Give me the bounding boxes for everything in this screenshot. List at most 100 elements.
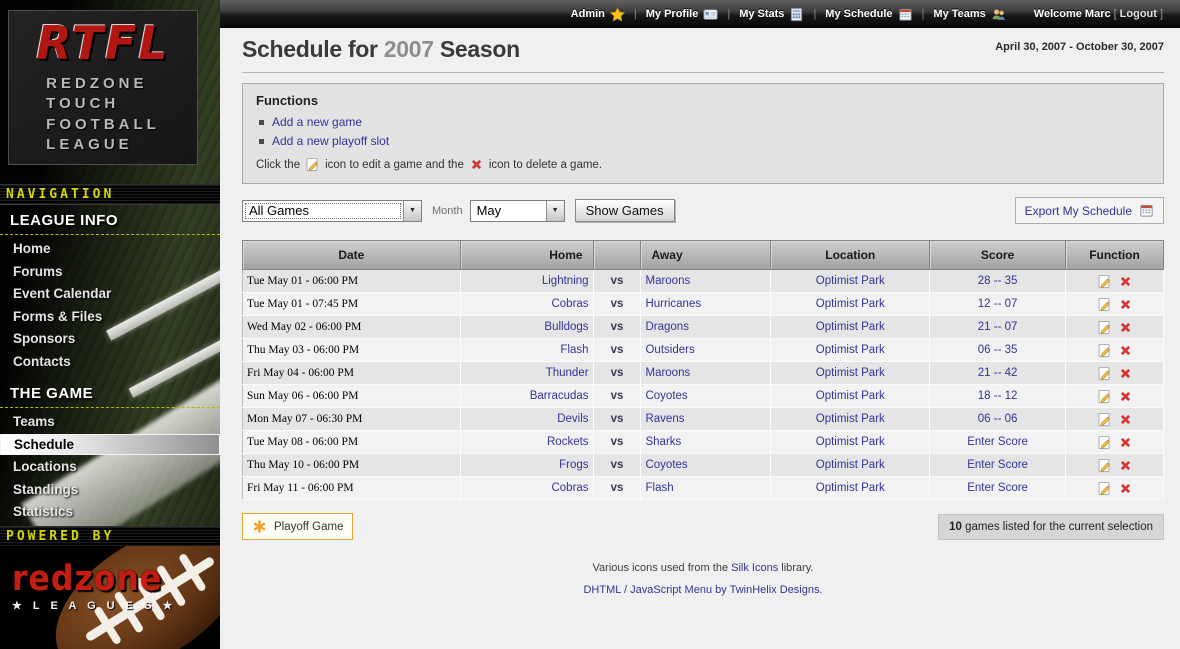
score-link[interactable]: Enter Score [967,459,1028,471]
logout-link[interactable]: Logout [1119,8,1157,20]
score-link[interactable]: 06 -- 06 [977,413,1018,425]
home-team-link[interactable]: Frogs [559,459,589,471]
sidebar-item-standings[interactable]: Standings [13,481,79,497]
away-team-link[interactable]: Ravens [645,413,685,425]
location-link[interactable]: Optimist Park [815,344,885,356]
score-link[interactable]: 12 -- 07 [977,298,1018,310]
score-link[interactable]: 21 -- 42 [977,367,1018,379]
location-link[interactable]: Optimist Park [815,436,885,448]
footer-text: Various icons used from the [592,562,729,574]
edit-game-icon[interactable] [1097,435,1112,450]
delete-game-icon[interactable] [1118,366,1133,381]
column-header-date: Date [242,240,461,270]
menu-label: My Schedule [825,8,893,20]
location-link[interactable]: Optimist Park [815,275,885,287]
edit-game-icon[interactable] [1097,481,1112,496]
edit-game-icon[interactable] [1097,458,1112,473]
score-link[interactable]: 28 -- 35 [977,275,1018,287]
home-team-link[interactable]: Flash [560,344,589,356]
sidebar-item-schedule[interactable]: Schedule [0,433,220,455]
away-team-link[interactable]: Hurricanes [645,298,702,310]
topbar-item-my-stats[interactable]: My Stats [737,7,806,22]
delete-game-icon[interactable] [1118,412,1133,427]
away-team-link[interactable]: Maroons [645,367,691,379]
edit-game-icon[interactable] [1097,297,1112,312]
add-a-new-game-link[interactable]: Add a new game [272,115,363,129]
delete-game-icon[interactable] [1118,389,1133,404]
edit-game-icon[interactable] [1097,412,1112,427]
edit-game-icon[interactable] [1097,366,1112,381]
game-date: Fri May 04 - 06:00 PM [242,361,461,385]
location-link[interactable]: Optimist Park [815,390,885,402]
away-team-link[interactable]: Outsiders [645,344,695,356]
away-team-link[interactable]: Maroons [645,275,691,287]
location-link[interactable]: Optimist Park [815,298,885,310]
location-link[interactable]: Optimist Park [815,482,885,494]
sidebar-item-contacts[interactable]: Contacts [13,353,71,369]
home-team-link[interactable]: Barracudas [529,390,589,402]
topbar-item-my-profile[interactable]: My Profile [644,7,721,22]
game-date: Tue May 01 - 06:00 PM [242,269,461,293]
location-link[interactable]: Optimist Park [815,321,885,333]
silk-icons-link[interactable]: Silk Icons [731,562,779,574]
delete-game-icon[interactable] [1118,343,1133,358]
add-a-new-playoff-slot-link[interactable]: Add a new playoff slot [272,134,390,148]
away-team-link[interactable]: Sharks [645,436,682,448]
score-link[interactable]: Enter Score [967,436,1028,448]
redzone-leagues-logo[interactable]: redzone ★ L E A G U E S ★ [12,562,176,612]
month-select[interactable]: May [469,199,565,222]
score-link[interactable]: 18 -- 12 [977,390,1018,402]
delete-game-icon[interactable] [1118,481,1133,496]
score-link[interactable]: 06 -- 35 [977,344,1018,356]
edit-icon [305,157,320,172]
home-team-link[interactable]: Bulldogs [544,321,589,333]
sidebar-item-statistics[interactable]: Statistics [13,504,74,519]
delete-game-icon[interactable] [1118,297,1133,312]
topbar-item-admin[interactable]: Admin [569,6,627,22]
sidebar-item-locations[interactable]: Locations [13,459,77,474]
twinhelix-link[interactable]: DHTML / JavaScript Menu by TwinHelix Des… [583,584,823,596]
home-team-link[interactable]: Lightning [541,275,589,287]
home-team-link[interactable]: Cobras [551,298,589,310]
delete-game-icon[interactable] [1118,458,1133,473]
sidebar-item-teams[interactable]: Teams [13,414,55,429]
score-link[interactable]: Enter Score [967,482,1028,494]
games-filter-select[interactable]: All Games [242,199,422,222]
home-team-link[interactable]: Thunder [545,367,589,379]
score-link[interactable]: 21 -- 07 [977,321,1018,333]
topbar-item-my-teams[interactable]: My Teams [931,7,1007,22]
export-schedule-button[interactable]: Export My Schedule [1014,197,1164,224]
games-filter-value: All Games [243,201,403,221]
location-link[interactable]: Optimist Park [815,459,885,471]
away-team-link[interactable]: Coyotes [645,390,688,402]
away-team-link[interactable]: Flash [645,482,674,494]
delete-game-icon[interactable] [1118,320,1133,335]
game-row: Tue May 08 - 06:00 PM Rockets vs Sharks Opti… [242,430,1164,454]
delete-game-icon[interactable] [1118,435,1133,450]
welcome-text: Welcome Marc [1033,8,1111,20]
vs-label: vs [593,361,642,385]
game-date: Sun May 06 - 06:00 PM [242,384,461,408]
sidebar-item-sponsors[interactable]: Sponsors [13,331,76,346]
navigation-banner: NAVIGATION [0,184,220,205]
sidebar-item-forms-files[interactable]: Forms & Files [13,308,103,324]
topbar-item-my-schedule[interactable]: My Schedule [823,7,914,22]
location-link[interactable]: Optimist Park [815,367,885,379]
away-team-link[interactable]: Dragons [645,321,689,333]
edit-game-icon[interactable] [1097,389,1112,404]
away-team-link[interactable]: Coyotes [645,459,688,471]
home-team-link[interactable]: Cobras [551,482,589,494]
edit-game-icon[interactable] [1097,343,1112,358]
sidebar-item-forums[interactable]: Forums [13,263,63,279]
sidebar-item-home[interactable]: Home [13,241,51,256]
location-link[interactable]: Optimist Park [815,413,885,425]
sidebar-item-event-calendar[interactable]: Event Calendar [13,286,112,301]
edit-game-icon[interactable] [1097,320,1112,335]
edit-game-icon[interactable] [1097,274,1112,289]
logout-bracket: ] [1159,8,1163,20]
home-team-link[interactable]: Rockets [547,436,589,448]
delete-game-icon[interactable] [1118,274,1133,289]
home-team-link[interactable]: Devils [557,413,589,425]
show-games-button[interactable]: Show Games [574,199,675,222]
playoff-game-legend[interactable]: Playoff Game [242,513,354,540]
